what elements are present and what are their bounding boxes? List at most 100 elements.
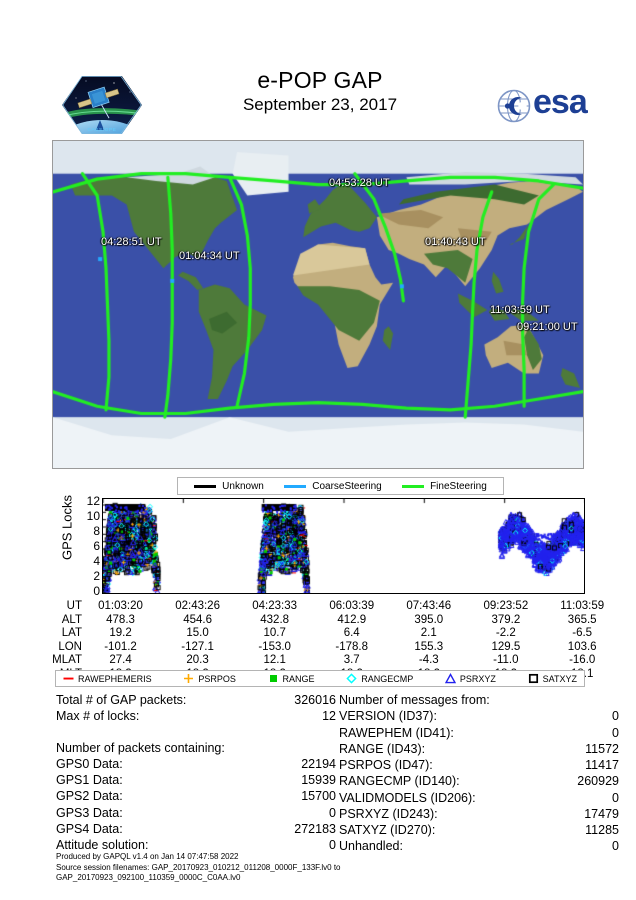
stat-row: Attitude solution: 0 bbox=[56, 837, 336, 853]
stat-value: 0 bbox=[612, 839, 619, 854]
table-cell: 12.1 bbox=[263, 654, 286, 667]
stat-value: 0 bbox=[329, 805, 336, 820]
track-legend-label: CoarseSteering bbox=[312, 480, 382, 492]
stat-row: GPS1 Data: 15939 bbox=[56, 772, 336, 788]
stat-value: 260929 bbox=[577, 774, 619, 789]
stat-label: Total # of GAP packets: bbox=[56, 693, 187, 707]
stat-label: PSRXYZ (ID243): bbox=[339, 806, 438, 821]
stat-label: RANGECMP (ID140): bbox=[339, 774, 460, 789]
table-cell: 27.4 bbox=[109, 654, 132, 667]
footer-provenance: Produced by GAPQL v1.4 on Jan 14 07:47:5… bbox=[56, 852, 341, 884]
table-row-label-alt: ALT bbox=[61, 613, 82, 626]
gps-locks-scatter-canvas bbox=[103, 499, 584, 593]
table-row-label-lat: LAT bbox=[61, 627, 82, 640]
stat-value: 0 bbox=[329, 838, 336, 852]
stat-row: SATXYZ (ID270): 11285 bbox=[339, 822, 619, 838]
stat-label: GPS4 Data: bbox=[56, 821, 123, 836]
table-cell: 432.8 bbox=[260, 613, 290, 626]
track-legend-label: FineSteering bbox=[430, 480, 487, 492]
table-cell: 365.5 bbox=[567, 613, 597, 626]
table-cell: -4.3 bbox=[418, 654, 439, 667]
ephemeris-table: UT 01:03:20 02:43:26 04:23:33 06:03:39 07:43:… bbox=[40, 600, 620, 681]
table-cell: -178.8 bbox=[335, 640, 369, 653]
table-cell: 478.3 bbox=[106, 613, 135, 626]
statistics-left-column: Total # of GAP packets: 326016 Max # of lo… bbox=[56, 692, 336, 853]
table-cell: -101.2 bbox=[104, 640, 137, 653]
esa-globe-icon bbox=[497, 89, 531, 123]
packet-legend-item-psrxyz: PSRXYZ bbox=[444, 673, 496, 684]
stat-label: RAWEPHEM (ID41): bbox=[339, 725, 454, 740]
gps-locks-plot-area[interactable] bbox=[102, 498, 584, 594]
gps-locks-plot: GPS Locks 0 2 4 6 8 10 12 bbox=[52, 495, 585, 598]
track-legend-swatch-finesteering bbox=[402, 484, 425, 488]
stat-row: GPS3 Data: 0 bbox=[56, 805, 336, 821]
footer-line-source-2: GAP_20170923_092100_110359_0000C_C0AA.lv… bbox=[56, 873, 241, 883]
stat-label: GPS3 Data: bbox=[56, 805, 123, 820]
stat-label: RANGE (ID43): bbox=[339, 741, 426, 756]
track-legend-item-finesteering: FineSteering bbox=[402, 481, 487, 492]
stat-value: 326016 bbox=[294, 693, 336, 707]
packet-legend-item-rangecmp: RANGECMP bbox=[346, 673, 413, 684]
packet-legend-item-satxyz: SATXYZ bbox=[528, 673, 577, 684]
dash-marker-icon bbox=[63, 673, 74, 684]
stat-value: 12 bbox=[322, 709, 336, 724]
stat-label: Unhandled: bbox=[339, 839, 403, 854]
table-cell: -2.2 bbox=[495, 627, 516, 640]
stat-row: RAWEPHEM (ID41): 0 bbox=[339, 725, 619, 741]
table-cell: -153.0 bbox=[258, 640, 291, 653]
table-cell: 395.0 bbox=[414, 613, 444, 626]
track-mode-legend: Unknown CoarseSteering FineSteering bbox=[177, 477, 504, 495]
table-cell: 103.6 bbox=[567, 640, 597, 653]
stat-value: 0 bbox=[612, 790, 619, 805]
ephemeris-table-body: UT 01:03:20 02:43:26 04:23:33 06:03:39 07:43:… bbox=[40, 600, 620, 681]
stat-row: Max # of locks: 12 bbox=[56, 708, 336, 724]
stat-value: 17479 bbox=[584, 806, 619, 821]
table-cell: 01:03:20 bbox=[98, 600, 143, 612]
stat-value: 15939 bbox=[301, 773, 336, 787]
table-cell: -11.0 bbox=[493, 654, 519, 667]
table-cell: 6.4 bbox=[343, 627, 360, 640]
packet-legend-label: PSRPOS bbox=[198, 673, 236, 684]
packet-legend-label: RAWEPHEMERIS bbox=[78, 673, 152, 684]
stat-row: VERSION (ID37): 0 bbox=[339, 708, 619, 724]
track-legend-swatch-coarsesteering bbox=[284, 484, 307, 488]
track-legend-swatch-unknown bbox=[194, 484, 217, 488]
stat-value: 11285 bbox=[585, 823, 619, 837]
y-tick-0: 0 bbox=[93, 584, 100, 598]
gps-locks-right-axis bbox=[584, 498, 585, 594]
table-cell: 129.5 bbox=[491, 640, 521, 653]
stat-row: PSRPOS (ID47): 11417 bbox=[339, 757, 619, 773]
stat-label: Attitude solution: bbox=[56, 838, 149, 852]
packet-legend-label: RANGECMP bbox=[361, 673, 414, 684]
gps-locks-y-ticks: 0 2 4 6 8 10 12 bbox=[78, 495, 100, 598]
stat-row: GPS0 Data: 22194 bbox=[56, 756, 336, 772]
table-cell: 379.2 bbox=[491, 613, 521, 626]
stat-row: PSRXYZ (ID243): 17479 bbox=[339, 806, 619, 822]
packet-legend-label: SATXYZ bbox=[542, 673, 577, 684]
table-cell: 07:43:46 bbox=[406, 600, 452, 612]
table-cell: -127.1 bbox=[181, 640, 214, 653]
stats-left-heading: Number of packets containing: bbox=[56, 740, 225, 755]
gps-locks-axis-label: GPS Locks bbox=[59, 494, 75, 561]
stat-row: GPS4 Data: 272183 bbox=[56, 821, 336, 837]
cassiope-mission-logo: CASSIOPE bbox=[58, 72, 146, 138]
table-row: MLAT 27.4 20.3 12.1 3.7 -4.3 -11.0 -16.0 bbox=[40, 654, 620, 668]
table-cell: 454.6 bbox=[183, 613, 212, 626]
packet-legend-item-range: RANGE bbox=[268, 673, 315, 684]
y-tick-8: 8 bbox=[93, 524, 100, 538]
stat-label: Max # of locks: bbox=[56, 709, 140, 724]
table-cell: 11:03:59 bbox=[560, 600, 605, 612]
stat-row: GPS2 Data: 15700 bbox=[56, 788, 336, 804]
track-legend-item-coarsesteering: CoarseSteering bbox=[284, 480, 382, 492]
stat-row: RANGE (ID43): 11572 bbox=[339, 741, 619, 757]
stats-right-heading: Number of messages from: bbox=[339, 693, 490, 707]
stats-spacer bbox=[56, 725, 336, 740]
packet-type-legend: RAWEPHEMERIS PSRPOS RANGE RANGECMP PSRXYZ SAT… bbox=[55, 670, 585, 687]
title-block: e-POP GAP September 23, 2017 bbox=[160, 68, 480, 115]
page-title: e-POP GAP bbox=[257, 67, 383, 93]
world-map-panel[interactable]: 04:28:51 UT 01:04:34 UT 04:53:28 UT 01:40:4… bbox=[52, 140, 584, 469]
table-cell: 04:23:33 bbox=[252, 600, 298, 612]
table-cell: 2.1 bbox=[420, 627, 437, 640]
table-cell: 02:43:26 bbox=[175, 600, 220, 612]
stat-label: PSRPOS (ID47): bbox=[339, 758, 433, 772]
